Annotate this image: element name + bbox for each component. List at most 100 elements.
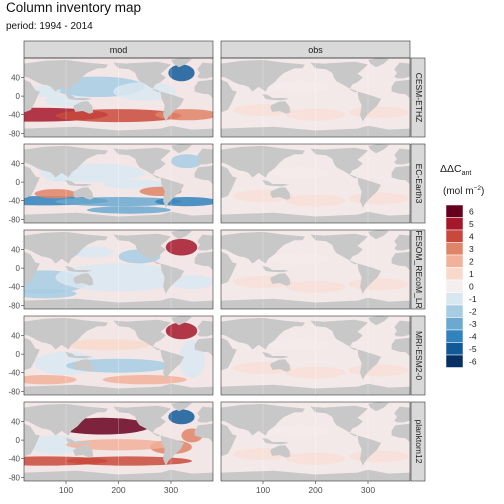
land-africa-wrap (194, 337, 213, 357)
anomaly-field (233, 424, 409, 465)
y-tick-label: 40 (11, 418, 20, 427)
y-tick-label: 0 (16, 264, 21, 273)
land-eurasia-wrap (197, 406, 213, 423)
panel-frame (220, 229, 411, 310)
anomaly-patch (269, 166, 330, 179)
land-north-america (310, 147, 368, 179)
y-tick-label: 0 (16, 436, 21, 445)
land-australia (73, 101, 94, 114)
panel-frame (220, 143, 411, 224)
legend-units: (mol m−2) (443, 185, 484, 197)
land-greenland (368, 402, 389, 412)
legend-key (445, 242, 464, 256)
x-tick-label: 200 (111, 485, 125, 495)
land-australia (270, 359, 291, 372)
y-tick-label: 0 (16, 178, 21, 187)
y-tick-label: 0 (16, 92, 21, 101)
land-australia (270, 445, 291, 458)
land-africa (221, 79, 237, 113)
land-north-america (113, 405, 171, 437)
land-eurasia-wrap (197, 234, 213, 251)
legend-key (445, 267, 464, 281)
anomaly-patch (171, 275, 213, 290)
land-north-america (113, 233, 171, 265)
land-africa (24, 79, 40, 113)
facet-panel (23, 229, 214, 310)
anomaly-patch (168, 64, 195, 82)
anomaly-patch (168, 409, 195, 425)
anomaly-patch (113, 82, 177, 101)
land-eurasia-wrap (394, 62, 410, 79)
land-south-america (160, 435, 185, 466)
land-south-america (160, 91, 185, 122)
chart-subtitle: period: 1994 - 2014 (6, 21, 93, 32)
land-indonesia (261, 179, 290, 187)
y-tick-label: -40 (8, 197, 20, 206)
row-strip (410, 229, 426, 310)
land-south-america (160, 349, 185, 380)
land-indonesia (261, 265, 290, 273)
land-indonesia (65, 351, 93, 359)
land-north-america (113, 319, 171, 351)
panel-frame (23, 229, 214, 310)
x-tick-label: 100 (256, 485, 270, 495)
legend-label: -4 (469, 331, 477, 341)
land-eurasia-wrap (197, 320, 213, 337)
anomaly-patch (348, 450, 409, 463)
legend-label: 5 (469, 219, 474, 229)
land-south-america (357, 177, 382, 208)
land-indonesia (65, 265, 93, 273)
legend-label: -2 (469, 306, 477, 316)
land-indonesia (65, 93, 93, 101)
legend-key (445, 217, 464, 231)
land-eurasia-wrap (394, 320, 410, 337)
land-greenland (171, 144, 192, 154)
land-africa (221, 165, 237, 199)
land-africa (24, 337, 40, 371)
anomaly-patch (348, 192, 409, 205)
row-strip (410, 315, 426, 396)
y-tick-label: -80 (8, 215, 20, 224)
x-tick-label: 100 (59, 485, 73, 495)
y-tick-label: 40 (11, 246, 20, 255)
chart-title: Column inventory map (6, 0, 142, 15)
land-africa-wrap (391, 165, 410, 185)
legend-key (445, 354, 464, 368)
land-indonesia (65, 179, 93, 187)
anomaly-patch (24, 289, 77, 299)
land-indonesia (65, 437, 93, 445)
legend-key (445, 329, 464, 343)
land-eurasia-wrap (394, 234, 410, 251)
anomaly-patch (269, 424, 330, 437)
row-strip-label: MRI-ESM2-0 (414, 331, 424, 380)
land-australia (73, 273, 94, 286)
legend-label: -1 (469, 294, 477, 304)
anomaly-patch (87, 206, 171, 214)
land-south-america (357, 435, 382, 466)
x-tick-label: 200 (308, 485, 322, 495)
land-south-america (357, 91, 382, 122)
panel-frame (23, 57, 214, 138)
panel-frame (220, 57, 411, 138)
anomaly-patch (24, 375, 77, 385)
land-north-america (113, 61, 171, 93)
anomaly-patch (269, 338, 330, 351)
y-tick-label: 40 (11, 160, 20, 169)
land-north-america (113, 147, 171, 179)
land-africa-wrap (194, 165, 213, 185)
legend-key (445, 254, 464, 268)
y-tick-label: 40 (11, 74, 20, 83)
anomaly-patch (66, 339, 150, 351)
row-strip (410, 57, 426, 138)
facet-panel: obs (220, 40, 411, 138)
facet-panel (220, 143, 411, 224)
land-africa (24, 165, 40, 199)
land-indonesia (261, 93, 290, 101)
y-tick-label: -40 (8, 455, 20, 464)
land-greenland (171, 402, 192, 412)
y-tick-label: -40 (8, 283, 20, 292)
land-south-america (160, 263, 185, 294)
land-north-america (310, 233, 368, 265)
legend-label: 0 (469, 281, 474, 291)
